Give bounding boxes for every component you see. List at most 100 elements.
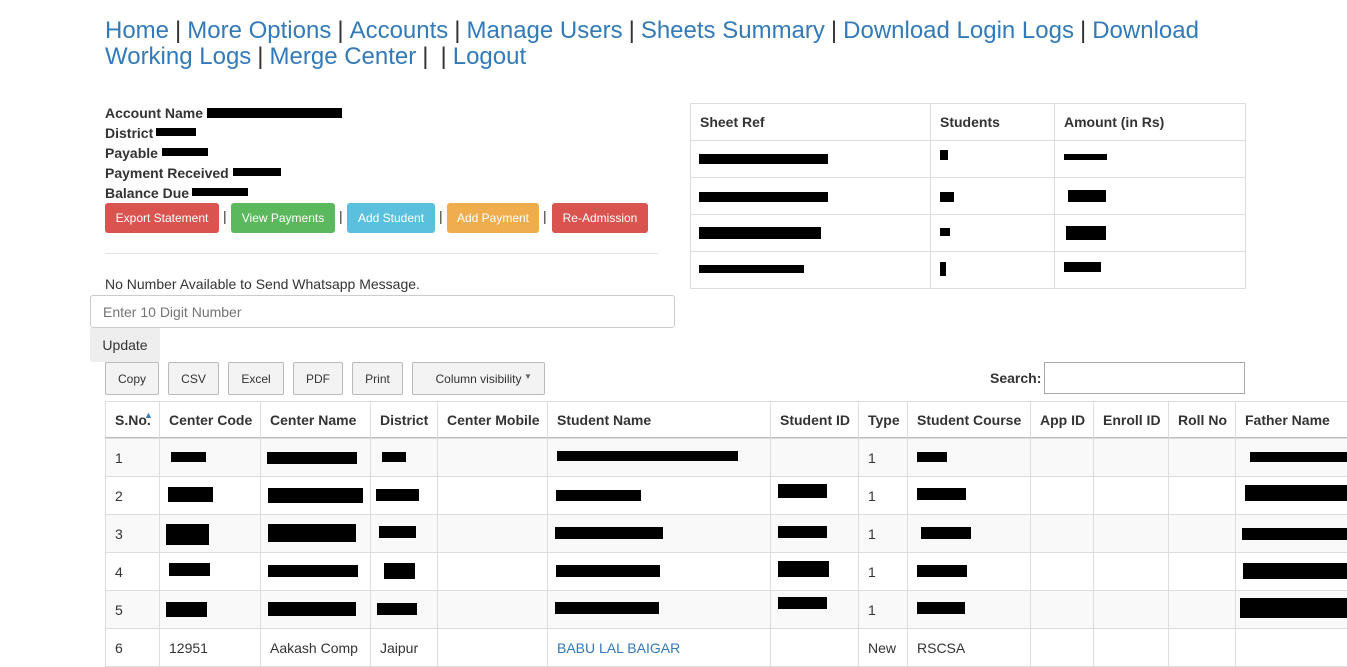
table-cell	[1030, 590, 1094, 629]
table-cell	[1030, 476, 1094, 515]
column-header[interactable]: App ID	[1030, 401, 1094, 439]
account-label: Balance Due	[105, 185, 190, 201]
column-header[interactable]: Center Code	[159, 401, 261, 439]
redaction	[192, 188, 248, 196]
redaction	[556, 565, 660, 577]
redaction	[556, 490, 641, 501]
redaction	[267, 452, 357, 464]
column-header[interactable]: Father Name	[1235, 401, 1347, 439]
redaction	[1243, 563, 1347, 579]
table-cell: 3	[105, 514, 160, 553]
export-button[interactable]: CSV	[168, 362, 219, 395]
export-button[interactable]: Print	[352, 362, 403, 395]
table-cell	[1168, 514, 1236, 553]
table-cell: 2	[105, 476, 160, 515]
redaction	[1064, 154, 1107, 160]
search-label: Search:	[990, 370, 1042, 386]
sort-arrow: ▲	[144, 410, 153, 420]
action-button[interactable]: Re-Admission	[552, 203, 648, 233]
redaction	[379, 526, 416, 538]
redaction	[233, 168, 281, 176]
redaction	[168, 487, 213, 502]
table-cell	[1030, 552, 1094, 591]
redaction	[171, 452, 206, 462]
table-cell: 4	[105, 552, 160, 591]
table-cell	[1168, 590, 1236, 629]
redaction	[917, 488, 966, 500]
redaction	[699, 227, 821, 239]
search-input[interactable]	[1044, 362, 1245, 394]
redaction	[555, 527, 663, 539]
update-button[interactable]: Update	[90, 328, 160, 362]
nav-link[interactable]: Download Working Logs	[105, 17, 1199, 70]
nav-separator: |	[440, 43, 447, 70]
column-header[interactable]: Student Course	[907, 401, 1031, 439]
redaction	[699, 265, 804, 273]
nav-link[interactable]: Home	[105, 17, 170, 44]
redaction	[1068, 190, 1106, 202]
column-header[interactable]: S.No.	[105, 401, 160, 439]
table-cell	[1030, 628, 1094, 667]
export-button[interactable]: Excel	[228, 362, 284, 395]
export-button[interactable]: PDF	[293, 362, 343, 395]
redaction	[940, 192, 954, 202]
sheet-header: Students	[930, 103, 1055, 141]
table-cell: RSCSA	[907, 628, 1031, 667]
nav-separator: |	[830, 17, 838, 44]
action-button[interactable]: Add Payment	[447, 203, 539, 233]
column-header[interactable]: Center Name	[260, 401, 371, 439]
phone-input[interactable]	[90, 295, 675, 328]
action-button[interactable]: Add Student	[347, 203, 435, 233]
sheet-header: Amount (in Rs)	[1054, 103, 1246, 141]
table-cell: 1	[105, 438, 160, 477]
column-header[interactable]: Roll No	[1168, 401, 1236, 439]
column-header[interactable]: Center Mobile	[437, 401, 548, 439]
column-header[interactable]: Student ID	[770, 401, 859, 439]
action-button[interactable]: View Payments	[231, 203, 335, 233]
export-button[interactable]: Column visibility	[412, 362, 545, 395]
redaction	[1245, 485, 1347, 501]
table-cell	[1168, 438, 1236, 477]
whatsapp-message: No Number Available to Send Whatsapp Mes…	[105, 276, 420, 292]
nav-link[interactable]: Manage Users	[466, 17, 623, 44]
action-button[interactable]: Export Statement	[105, 203, 219, 233]
column-header[interactable]: District	[370, 401, 438, 439]
nav-separator: |	[1079, 17, 1087, 44]
nav-link[interactable]: Sheets Summary	[640, 17, 825, 44]
redaction	[778, 526, 827, 538]
nav-link[interactable]: Merge Center	[269, 43, 417, 70]
table-cell	[1093, 514, 1169, 553]
nav-link[interactable]: Download Login Logs	[843, 17, 1074, 44]
nav-separator: |	[628, 17, 635, 44]
table-cell	[437, 552, 548, 591]
export-button[interactable]: Copy	[105, 362, 159, 395]
redaction	[940, 262, 946, 276]
redaction	[917, 452, 947, 462]
redaction	[1250, 452, 1347, 462]
table-cell	[437, 628, 548, 667]
nav-link[interactable]: Logout	[452, 43, 527, 70]
redaction	[268, 524, 356, 542]
sheet-cell	[930, 140, 1055, 178]
table-cell	[770, 628, 859, 667]
redaction	[382, 452, 406, 462]
sheet-cell	[930, 251, 1055, 289]
nav-link[interactable]: Accounts	[349, 17, 449, 44]
table-cell	[1168, 476, 1236, 515]
redaction	[268, 602, 356, 616]
table-cell: New	[858, 628, 908, 667]
column-header[interactable]: Type	[858, 401, 908, 439]
column-header[interactable]: Enroll ID	[1093, 401, 1169, 439]
table-cell	[437, 514, 548, 553]
redaction	[555, 602, 659, 614]
table-cell	[1168, 628, 1236, 667]
divider	[105, 253, 658, 254]
account-label: Payment Received	[105, 165, 229, 181]
redaction	[940, 150, 948, 160]
nav-link[interactable]: More Options	[187, 17, 332, 44]
redaction	[268, 565, 358, 577]
column-header[interactable]: Student Name	[547, 401, 771, 439]
sheet-cell	[1054, 251, 1246, 289]
nav-bar: Home | More Options | Accounts | Manage Users |…	[105, 18, 1225, 70]
action-separator: |	[543, 208, 547, 224]
